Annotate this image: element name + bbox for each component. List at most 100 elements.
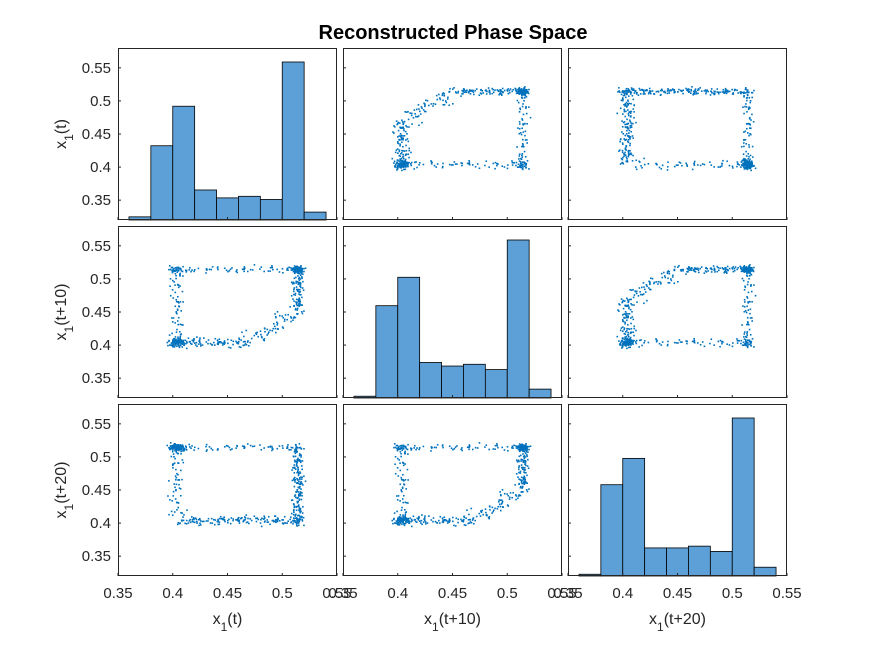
scatter-point xyxy=(634,90,637,92)
scatter-point xyxy=(628,90,630,93)
scatter-point xyxy=(462,88,465,90)
scatter-point xyxy=(492,91,495,94)
scatter-point xyxy=(650,277,652,280)
scatter-point xyxy=(752,120,755,123)
scatter-point xyxy=(488,448,490,451)
scatter-point xyxy=(237,519,240,521)
scatter-point xyxy=(731,268,734,270)
scatter-point xyxy=(297,303,300,305)
scatter-point xyxy=(191,518,194,521)
scatter-point xyxy=(518,449,521,451)
scatter-point xyxy=(622,90,625,92)
scatter-point xyxy=(443,519,446,521)
scatter-point xyxy=(181,459,184,461)
scatter-point xyxy=(518,160,521,162)
scatter-point xyxy=(745,335,747,338)
scatter-point xyxy=(287,313,289,316)
x-tick-label: 0.35 xyxy=(328,585,357,602)
scatter-point xyxy=(632,318,635,321)
scatter-point xyxy=(402,447,405,450)
y-tick-label: 0.4 xyxy=(90,159,111,176)
scatter-point xyxy=(293,479,296,482)
scatter-point xyxy=(176,444,179,446)
scatter-point xyxy=(400,167,402,169)
scatter-point xyxy=(491,506,494,509)
scatter-point xyxy=(296,525,298,527)
scatter-point xyxy=(527,467,530,469)
scatter-point xyxy=(169,268,172,271)
scatter-point xyxy=(710,88,713,90)
axis-labels: x1(t)x1(t)x1(t+10)x1(t+10)x1(t+20)x1(t+2… xyxy=(53,119,706,634)
scatter-point xyxy=(496,89,499,91)
scatter-point xyxy=(296,520,299,522)
scatter-point xyxy=(749,264,751,266)
scatter-point xyxy=(748,146,751,148)
scatter-point xyxy=(693,270,696,273)
scatter-point xyxy=(520,458,523,461)
scatter-point xyxy=(232,343,234,346)
scatter-point xyxy=(524,456,527,458)
scatter-point xyxy=(397,457,399,460)
scatter-point xyxy=(746,330,749,333)
scatter-point xyxy=(174,498,177,500)
scatter-point xyxy=(174,291,177,294)
scatter-point xyxy=(402,464,405,467)
scatter-point xyxy=(182,447,184,449)
scatter-point xyxy=(171,447,174,450)
scatter-point xyxy=(503,449,506,451)
scatter-point xyxy=(719,345,721,348)
scatter-point xyxy=(625,101,628,104)
scatter-point xyxy=(529,116,532,119)
scatter-point xyxy=(526,482,529,484)
scatter-point xyxy=(175,501,178,504)
scatter-point xyxy=(520,476,523,479)
scatter-point xyxy=(404,158,407,161)
scatter-point xyxy=(421,514,423,516)
scatter-point xyxy=(627,339,630,341)
scatter-point xyxy=(398,448,400,451)
scatter-point xyxy=(523,454,526,457)
scatter-point xyxy=(286,445,289,448)
scatter-point xyxy=(728,267,731,270)
scatter-point xyxy=(627,153,630,156)
scatter-point xyxy=(434,103,437,106)
scatter-point xyxy=(494,89,496,91)
scatter-point xyxy=(699,87,701,89)
scatter-point xyxy=(524,94,527,97)
scatter-point xyxy=(724,87,727,90)
scatter-point xyxy=(274,519,277,521)
scatter-point xyxy=(297,524,300,527)
scatter-point xyxy=(298,453,301,455)
scatter-point xyxy=(526,122,528,125)
scatter-point xyxy=(511,445,514,448)
scatter-point xyxy=(404,161,406,163)
scatter-point xyxy=(243,519,246,521)
scatter-point xyxy=(293,300,295,302)
scatter-point xyxy=(299,278,302,280)
scatter-point xyxy=(649,90,651,92)
scatter-point xyxy=(521,458,524,461)
scatter-point xyxy=(627,331,629,334)
scatter-point xyxy=(235,518,237,521)
scatter-point xyxy=(522,113,525,116)
scatter-point xyxy=(297,288,300,291)
scatter-point xyxy=(297,299,300,301)
scatter-point xyxy=(396,123,398,126)
scatter-point xyxy=(523,446,526,449)
scatter-point xyxy=(617,309,619,311)
scatter-point xyxy=(666,272,669,275)
scatter-point xyxy=(290,446,293,449)
scatter-point xyxy=(297,300,300,303)
scatter-point xyxy=(506,167,509,170)
scatter-point xyxy=(651,277,654,280)
scatter-point xyxy=(178,341,180,343)
scatter-point xyxy=(743,94,745,97)
scatter-point xyxy=(622,337,624,340)
scatter-point xyxy=(393,125,395,127)
scatter-point xyxy=(619,163,622,165)
scatter-point xyxy=(624,322,626,325)
scatter-point xyxy=(172,467,174,469)
scatter-point xyxy=(746,90,749,93)
scatter-point xyxy=(297,466,299,469)
scatter-point xyxy=(687,268,689,271)
